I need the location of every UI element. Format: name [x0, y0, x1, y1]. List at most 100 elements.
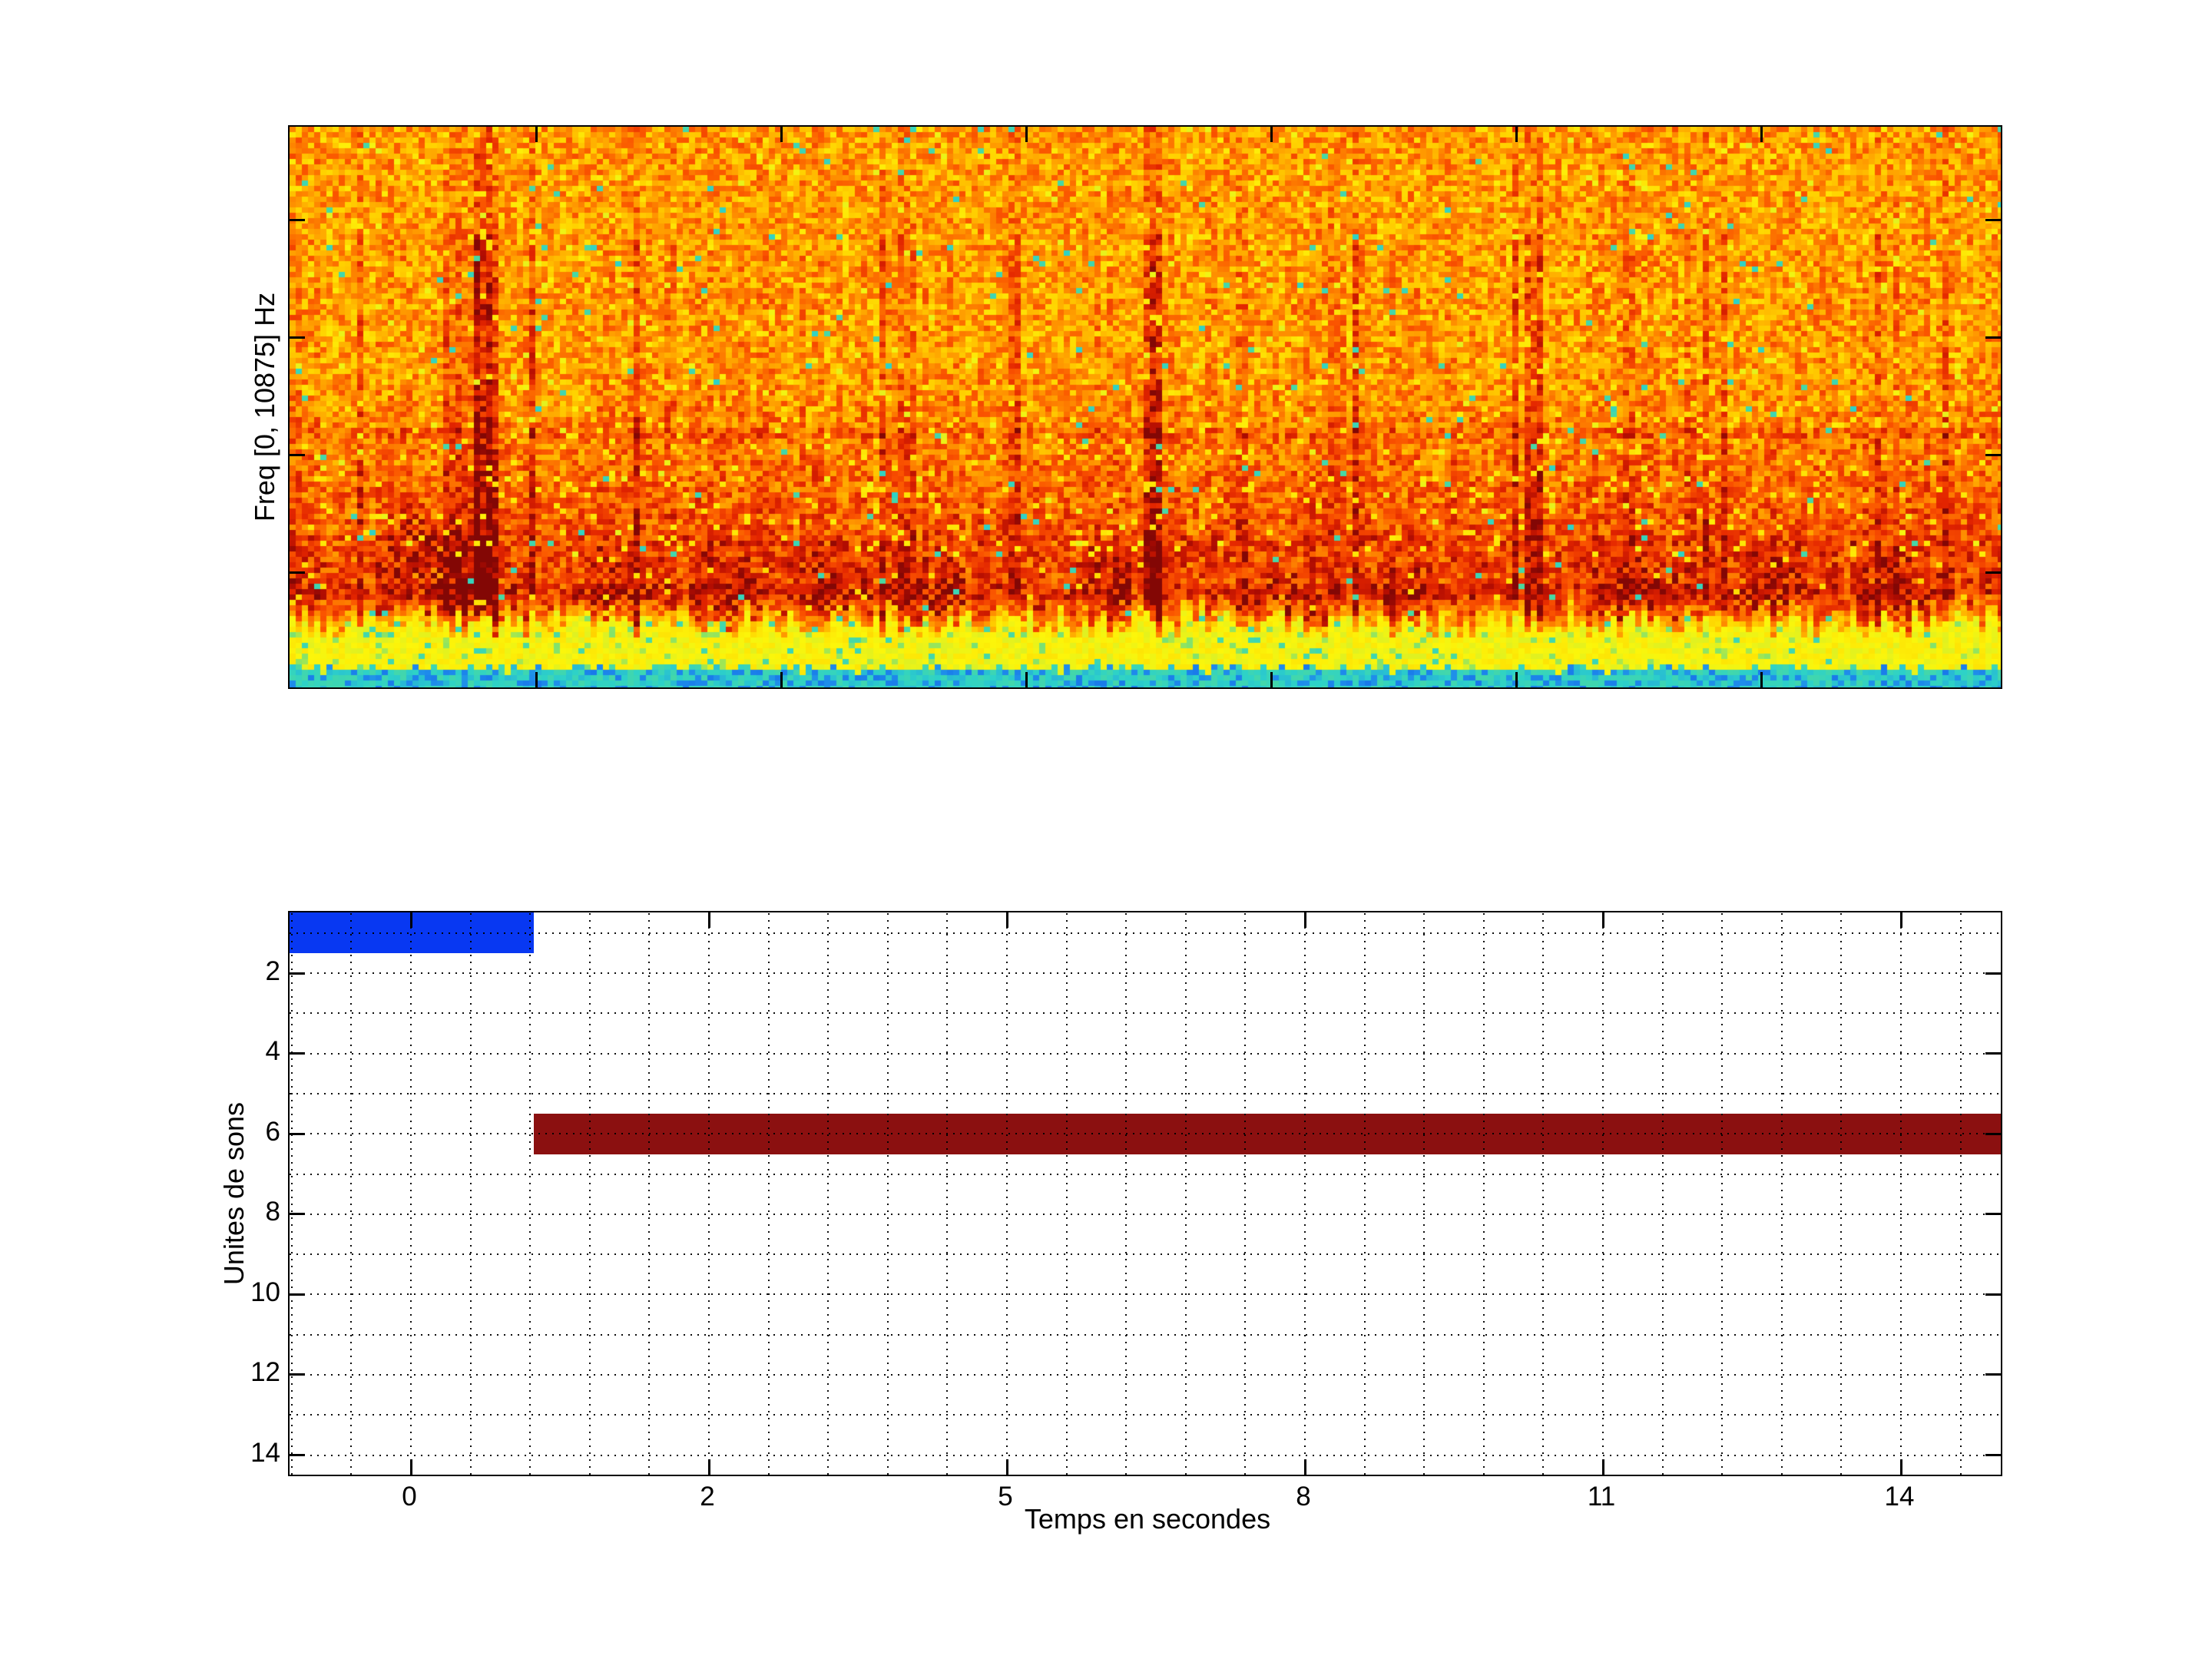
- spectrogram-y-tick: [1985, 454, 2001, 456]
- bar-chart-x-tick: [1006, 1459, 1008, 1475]
- grid-line-vertical: [1363, 912, 1366, 1475]
- bar-chart-y-tick: [1985, 1133, 2001, 1135]
- x-tick-label: 2: [700, 1482, 715, 1512]
- grid-line-horizontal: [290, 1173, 2001, 1175]
- y-tick-label: 14: [250, 1438, 280, 1468]
- bar-chart-y-tick: [1985, 1213, 2001, 1215]
- spectrogram-x-tick: [1025, 672, 1028, 687]
- grid-line-vertical: [1661, 912, 1664, 1475]
- bar-chart-x-tick: [1602, 1459, 1604, 1475]
- grid-line-vertical: [827, 912, 830, 1475]
- spectrogram-x-tick: [780, 672, 783, 687]
- bar-chart-x-tick: [410, 1459, 412, 1475]
- x-tick-label: 8: [1296, 1482, 1311, 1512]
- grid-line-horizontal: [290, 1333, 2001, 1336]
- grid-line-vertical: [708, 912, 710, 1475]
- bar-chart-x-tick: [1304, 1459, 1306, 1475]
- spectrogram-image: [290, 127, 2001, 687]
- spectrogram-x-tick: [1760, 127, 1763, 142]
- bar-chart-x-tick: [708, 1459, 710, 1475]
- grid-line-horizontal: [290, 1454, 2001, 1456]
- bar-chart-x-tick: [1602, 912, 1604, 928]
- grid-line-horizontal: [290, 1213, 2001, 1215]
- spectrogram-y-tick: [290, 219, 305, 221]
- bar-chart-x-tick: [1006, 912, 1008, 928]
- grid-line-vertical: [410, 912, 412, 1475]
- spectrogram-x-tick: [1270, 127, 1273, 142]
- x-tick-label: 14: [1884, 1482, 1915, 1512]
- grid-line-vertical: [1542, 912, 1545, 1475]
- bar-chart-y-tick: [1985, 1293, 2001, 1296]
- grid-line-vertical: [290, 912, 293, 1475]
- bar-chart-x-tick: [1900, 1459, 1902, 1475]
- spectrogram-y-tick: [1985, 336, 2001, 339]
- grid-line-vertical: [767, 912, 770, 1475]
- grid-line-vertical: [1125, 912, 1128, 1475]
- spectrogram-y-tick: [290, 454, 305, 456]
- grid-line-vertical: [946, 912, 949, 1475]
- spectrogram-x-tick: [1760, 672, 1763, 687]
- spectrogram-y-tick: [290, 571, 305, 574]
- grid-line-horizontal: [290, 1414, 2001, 1416]
- grid-line-vertical: [1423, 912, 1426, 1475]
- grid-line-vertical: [1184, 912, 1187, 1475]
- grid-line-vertical: [1304, 912, 1306, 1475]
- grid-line-vertical: [1900, 912, 1902, 1475]
- grid-line-horizontal: [290, 1374, 2001, 1376]
- bar-chart-xlabel: Temps en secondes: [1024, 1503, 1271, 1535]
- bar-chart-x-tick: [410, 912, 412, 928]
- grid-line-vertical: [350, 912, 353, 1475]
- grid-line-vertical: [1244, 912, 1247, 1475]
- x-tick-label: 11: [1587, 1482, 1616, 1512]
- bar-chart-x-tick: [1900, 912, 1902, 928]
- grid-line-vertical: [1482, 912, 1485, 1475]
- bar-chart-y-tick: [1985, 1052, 2001, 1055]
- bar-chart-y-tick: [290, 1373, 305, 1376]
- spectrogram-x-tick: [1025, 127, 1028, 142]
- spectrogram-y-tick: [1985, 219, 2001, 221]
- bar-chart-y-tick: [290, 972, 305, 975]
- grid-line-horizontal: [290, 1012, 2001, 1015]
- bar-chart-y-tick: [1985, 1373, 2001, 1376]
- y-tick-label: 8: [265, 1197, 280, 1227]
- spectrogram-x-tick: [535, 127, 538, 142]
- bar-chart-y-tick: [1985, 972, 2001, 975]
- grid-line-vertical: [1602, 912, 1604, 1475]
- spectrogram-x-tick: [1515, 672, 1518, 687]
- grid-line-horizontal: [290, 1253, 2001, 1256]
- bar-chart-x-tick: [708, 912, 710, 928]
- spectrogram-x-tick: [1515, 127, 1518, 142]
- bar-chart-y-tick: [290, 1293, 305, 1296]
- y-tick-label: 4: [265, 1036, 280, 1066]
- grid-line-vertical: [1780, 912, 1783, 1475]
- bar-chart-plot: [288, 911, 2002, 1476]
- spectrogram-x-tick: [780, 127, 783, 142]
- x-tick-label: 5: [998, 1482, 1013, 1512]
- grid-line-horizontal: [290, 1133, 2001, 1135]
- y-tick-label: 2: [265, 956, 280, 986]
- grid-line-vertical: [1959, 912, 1962, 1475]
- bar-chart-y-tick: [290, 1454, 305, 1456]
- grid-line-vertical: [1721, 912, 1724, 1475]
- grid-line-horizontal: [290, 1052, 2001, 1055]
- grid-line-vertical: [588, 912, 591, 1475]
- grid-line-vertical: [1006, 912, 1008, 1475]
- grid-line-horizontal: [290, 932, 2001, 934]
- grid-line-horizontal: [290, 1293, 2001, 1296]
- x-tick-label: 0: [402, 1482, 417, 1512]
- y-tick-label: 10: [250, 1277, 280, 1307]
- grid-line-vertical: [886, 912, 889, 1475]
- grid-line-vertical: [648, 912, 651, 1475]
- bar-chart-x-tick: [1304, 912, 1306, 928]
- y-tick-label: 6: [265, 1117, 280, 1147]
- grid-line-horizontal: [290, 972, 2001, 974]
- spectrogram-plot: [288, 125, 2002, 689]
- grid-line-vertical: [1065, 912, 1068, 1475]
- grid-line-vertical: [529, 912, 531, 1475]
- grid-line-vertical: [469, 912, 472, 1475]
- spectrogram-ylabel: Freq [0, 10875] Hz: [249, 292, 280, 522]
- bar-chart-y-tick: [290, 1052, 305, 1055]
- grid-line-vertical: [1840, 912, 1843, 1475]
- bar-chart-y-tick: [290, 1133, 305, 1135]
